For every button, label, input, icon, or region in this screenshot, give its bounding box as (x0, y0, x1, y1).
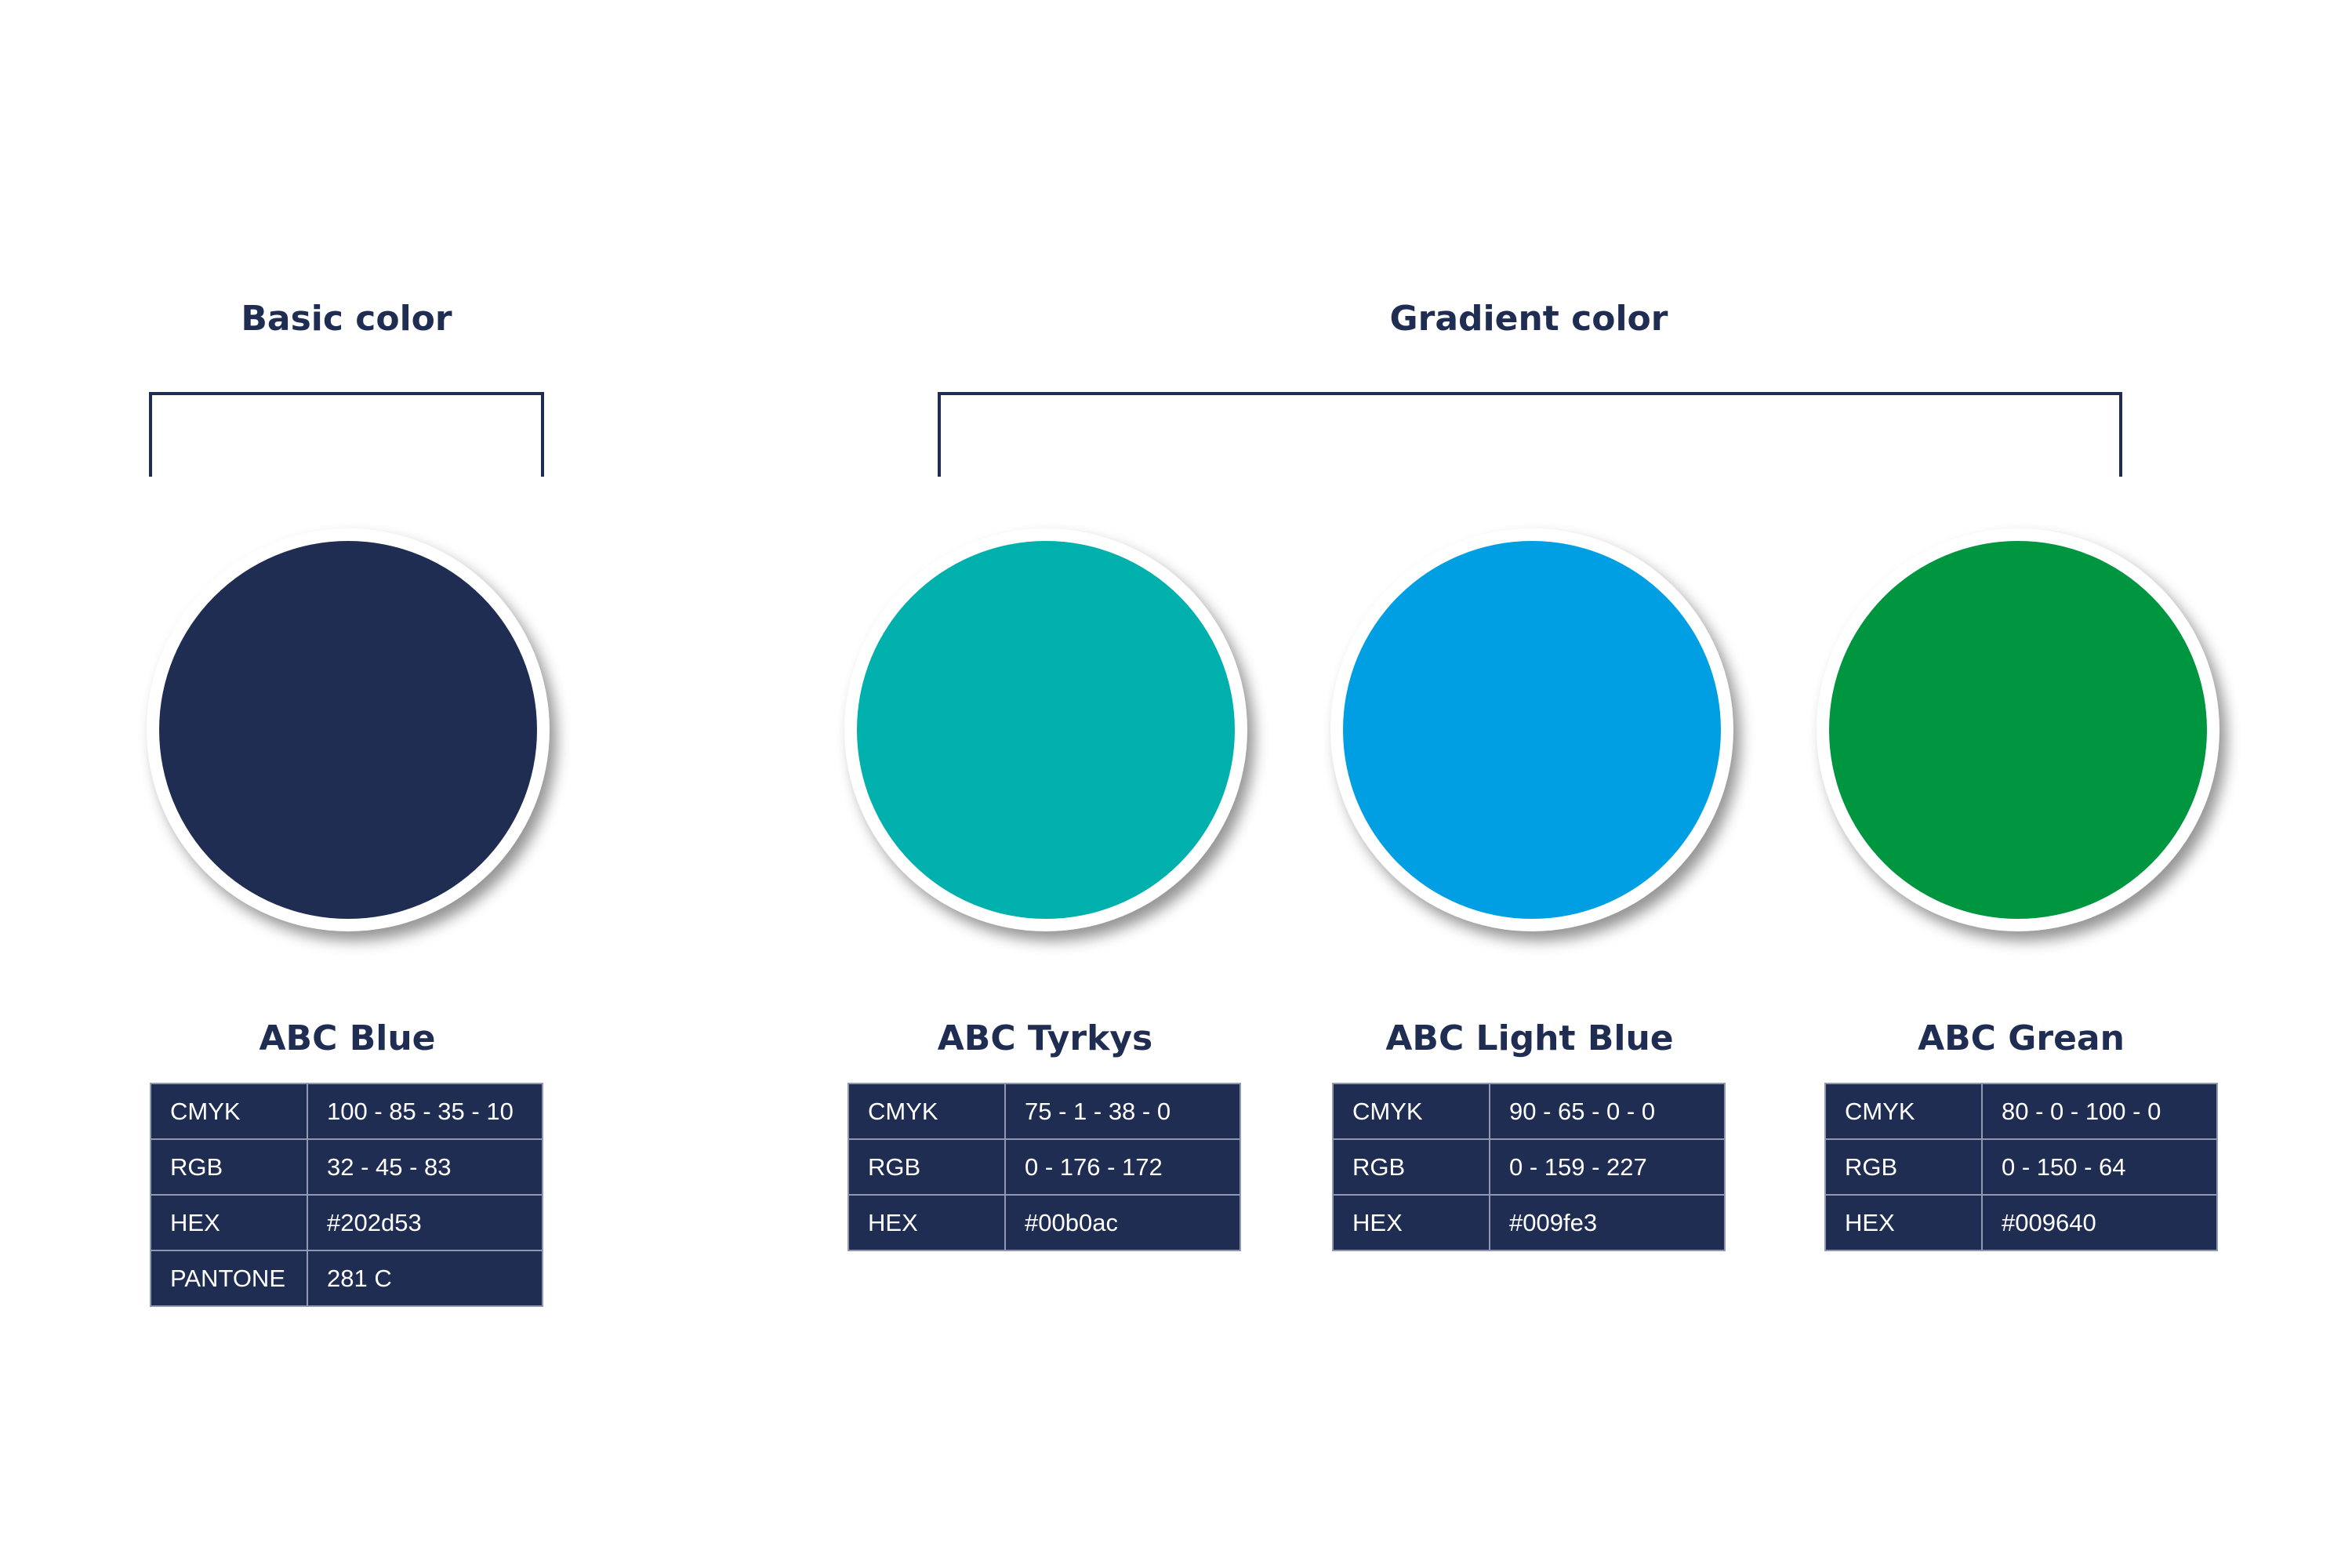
spec-label: HEX (150, 1194, 308, 1251)
spec-row: HEX #009640 (1824, 1194, 2218, 1251)
spec-value: 75 - 1 - 38 - 0 (1004, 1083, 1241, 1140)
spec-row: RGB 0 - 150 - 64 (1824, 1138, 2218, 1196)
spec-row: CMYK 80 - 0 - 100 - 0 (1824, 1083, 2218, 1140)
spec-row: CMYK 100 - 85 - 35 - 10 (150, 1083, 543, 1140)
abc-grean-swatch-fill (1829, 541, 2207, 919)
spec-label: PANTONE (150, 1250, 308, 1307)
abc-blue-name: ABC Blue (259, 1018, 436, 1058)
spec-value: #009640 (1981, 1194, 2218, 1251)
abc-grean-name: ABC Grean (1918, 1018, 2125, 1058)
spec-value: 32 - 45 - 83 (307, 1138, 543, 1196)
abc-tyrkys-swatch (844, 528, 1247, 931)
spec-value: 0 - 150 - 64 (1981, 1138, 2218, 1196)
abc-grean-swatch (1817, 528, 2220, 931)
spec-row: CMYK 90 - 65 - 0 - 0 (1332, 1083, 1726, 1140)
gradient-color-bracket (938, 392, 2122, 477)
spec-label: HEX (1332, 1194, 1490, 1251)
spec-row: HEX #202d53 (150, 1194, 543, 1251)
spec-row: RGB 0 - 176 - 172 (848, 1138, 1241, 1196)
spec-value: #202d53 (307, 1194, 543, 1251)
abc-light-blue-swatch (1330, 528, 1733, 931)
abc-light-blue-swatch-fill (1343, 541, 1721, 919)
abc-tyrkys-swatch-fill (857, 541, 1235, 919)
spec-value: #009fe3 (1489, 1194, 1726, 1251)
abc-tyrkys-spec-table: CMYK 75 - 1 - 38 - 0 RGB 0 - 176 - 172 H… (848, 1083, 1241, 1251)
abc-blue-spec-table: CMYK 100 - 85 - 35 - 10 RGB 32 - 45 - 83… (150, 1083, 543, 1307)
gradient-color-heading: Gradient color (1389, 299, 1668, 339)
abc-tyrkys-name: ABC Tyrkys (937, 1018, 1153, 1058)
spec-row: HEX #009fe3 (1332, 1194, 1726, 1251)
spec-value: 100 - 85 - 35 - 10 (307, 1083, 543, 1140)
spec-row: HEX #00b0ac (848, 1194, 1241, 1251)
spec-value: 80 - 0 - 100 - 0 (1981, 1083, 2218, 1140)
spec-value: #00b0ac (1004, 1194, 1241, 1251)
basic-color-heading: Basic color (241, 299, 452, 339)
spec-label: HEX (1824, 1194, 1983, 1251)
spec-label: CMYK (1332, 1083, 1490, 1140)
spec-row: CMYK 75 - 1 - 38 - 0 (848, 1083, 1241, 1140)
spec-label: CMYK (150, 1083, 308, 1140)
spec-label: RGB (1824, 1138, 1983, 1196)
basic-color-bracket (149, 392, 544, 477)
spec-label: RGB (150, 1138, 308, 1196)
spec-value: 0 - 176 - 172 (1004, 1138, 1241, 1196)
spec-value: 0 - 159 - 227 (1489, 1138, 1726, 1196)
abc-blue-swatch (147, 528, 550, 931)
abc-grean-spec-table: CMYK 80 - 0 - 100 - 0 RGB 0 - 150 - 64 H… (1824, 1083, 2218, 1251)
abc-light-blue-name: ABC Light Blue (1385, 1018, 1674, 1058)
spec-label: RGB (848, 1138, 1006, 1196)
spec-value: 281 C (307, 1250, 543, 1307)
spec-label: CMYK (848, 1083, 1006, 1140)
spec-row: RGB 0 - 159 - 227 (1332, 1138, 1726, 1196)
spec-row: PANTONE 281 C (150, 1250, 543, 1307)
abc-light-blue-spec-table: CMYK 90 - 65 - 0 - 0 RGB 0 - 159 - 227 H… (1332, 1083, 1726, 1251)
spec-value: 90 - 65 - 0 - 0 (1489, 1083, 1726, 1140)
spec-label: RGB (1332, 1138, 1490, 1196)
spec-row: RGB 32 - 45 - 83 (150, 1138, 543, 1196)
abc-blue-swatch-fill (159, 541, 537, 919)
spec-label: HEX (848, 1194, 1006, 1251)
spec-label: CMYK (1824, 1083, 1983, 1140)
